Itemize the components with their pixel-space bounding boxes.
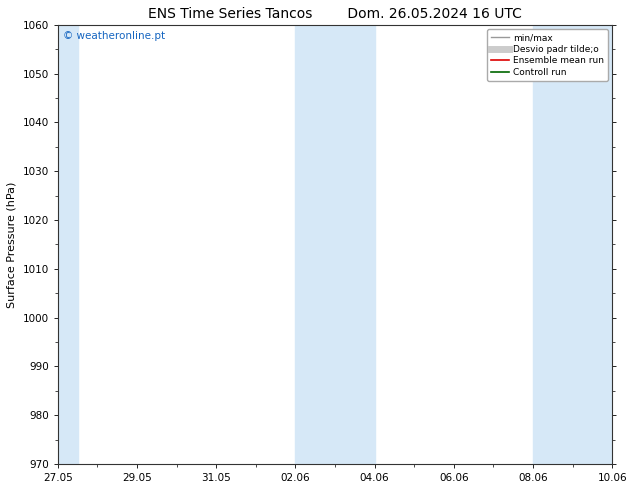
Text: © weatheronline.pt: © weatheronline.pt	[63, 31, 165, 42]
Bar	[533, 25, 612, 464]
Bar	[58, 25, 77, 464]
Y-axis label: Surface Pressure (hPa): Surface Pressure (hPa)	[7, 181, 17, 308]
Title: ENS Time Series Tancos        Dom. 26.05.2024 16 UTC: ENS Time Series Tancos Dom. 26.05.2024 1…	[148, 7, 522, 21]
Legend: min/max, Desvio padr tilde;o, Ensemble mean run, Controll run: min/max, Desvio padr tilde;o, Ensemble m…	[487, 29, 608, 81]
Bar	[295, 25, 375, 464]
